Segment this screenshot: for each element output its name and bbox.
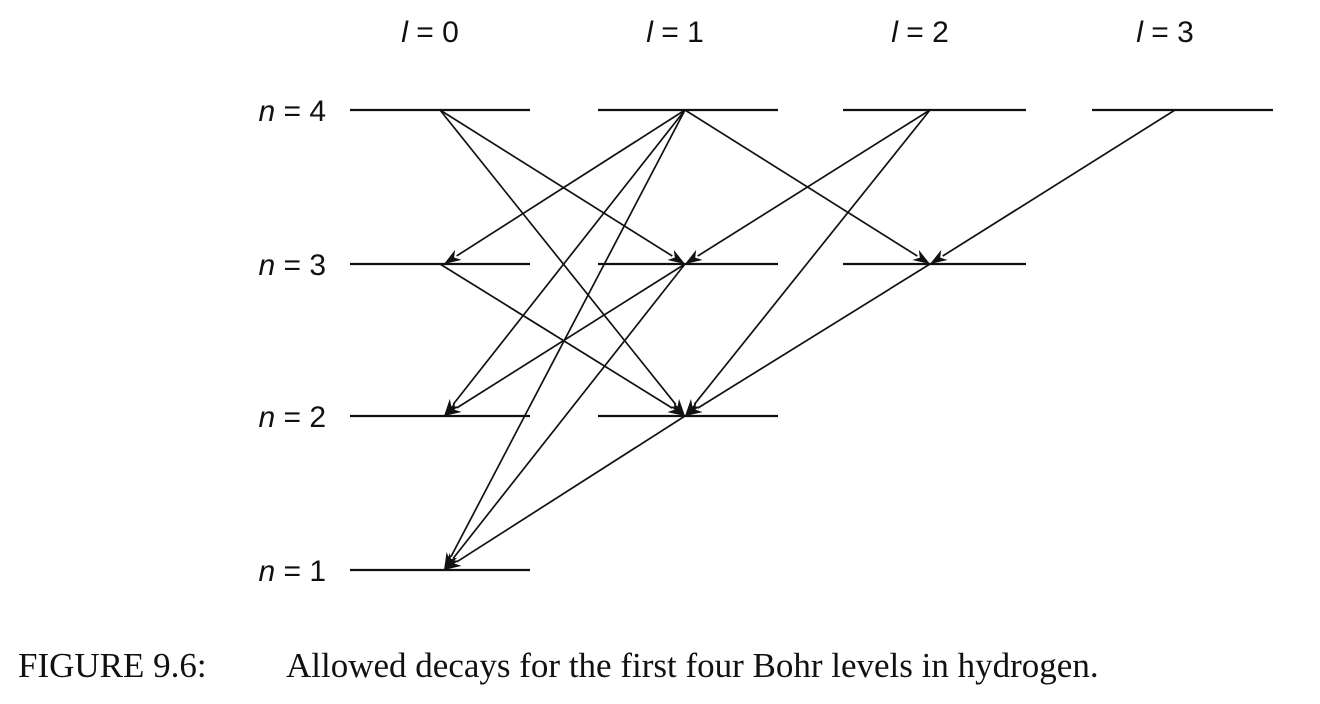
row-label-n2: n = 2 — [258, 401, 326, 434]
row-label-n3: n = 3 — [258, 249, 326, 282]
column-label-l1: l = 1 — [646, 16, 704, 49]
figure-caption-text: Allowed decays for the first four Bohr l… — [286, 646, 1099, 686]
decay-transitions — [440, 110, 1175, 570]
column-label-l3: l = 3 — [1136, 16, 1194, 49]
column-label-l0: l = 0 — [401, 16, 459, 49]
transition-arrow-n4l3-to-n3l2 — [930, 110, 1175, 264]
transition-arrow-n3l2-to-n2l1 — [685, 264, 930, 416]
principal-quantum-number-labels: n = 4 n = 3 n = 2 n = 1 — [258, 95, 326, 588]
row-label-n4: n = 4 — [258, 95, 326, 128]
transition-arrow-n2l1-to-n1l0 — [444, 416, 685, 570]
row-label-n1: n = 1 — [258, 555, 326, 588]
figure-number: FIGURE 9.6: — [18, 646, 207, 686]
figure-caption: FIGURE 9.6: Allowed decays for the first… — [0, 640, 1320, 690]
column-label-l2: l = 2 — [891, 16, 949, 49]
energy-levels — [350, 110, 1273, 570]
orbital-quantum-number-labels: l = 0 l = 1 l = 2 l = 3 — [401, 16, 1194, 49]
